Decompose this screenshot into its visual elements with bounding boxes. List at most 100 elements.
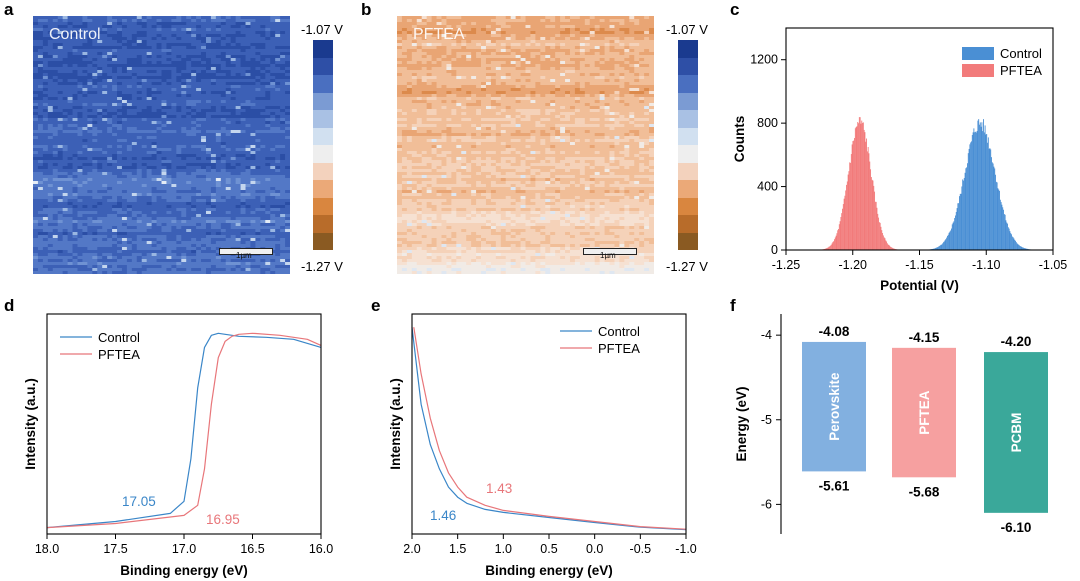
map-pixel (644, 262, 654, 266)
map-pixel (446, 238, 452, 242)
map-pixel (191, 172, 232, 176)
map-pixel (270, 82, 276, 86)
map-pixel (397, 262, 408, 266)
map-pixel (285, 70, 290, 74)
map-pixel (141, 82, 153, 86)
map-pixel (535, 82, 541, 86)
map-pixel (441, 55, 448, 59)
map-pixel (265, 121, 271, 125)
map-pixel (416, 151, 423, 155)
map-pixel (515, 190, 527, 194)
histogram-bar (951, 228, 952, 250)
map-pixel (146, 166, 158, 170)
map-pixel (520, 232, 541, 236)
map-pixel (634, 94, 654, 98)
map-pixel (604, 109, 611, 113)
map-pixel (446, 157, 452, 161)
map-pixel (52, 151, 59, 155)
map-pixel (191, 76, 197, 80)
map-pixel (411, 55, 423, 59)
map-pixel (37, 64, 44, 68)
map-pixel (426, 28, 438, 32)
map-pixel (634, 124, 645, 128)
map-pixel (255, 229, 261, 233)
map-pixel (245, 130, 257, 134)
map-pixel (515, 16, 522, 20)
map-pixel (210, 100, 222, 104)
map-pixel (166, 79, 177, 83)
map-pixel (416, 262, 448, 266)
map-pixel (186, 106, 192, 110)
map-pixel (629, 256, 635, 260)
map-pixel (37, 55, 44, 59)
map-pixel (530, 166, 556, 170)
map-pixel (535, 37, 541, 41)
map-pixel (47, 247, 74, 251)
histogram-bar (965, 168, 967, 250)
map-pixel (555, 160, 561, 164)
map-pixel (117, 121, 123, 125)
annotation-label: 17.05 (122, 494, 156, 509)
map-pixel (500, 229, 507, 233)
map-pixel (530, 262, 536, 266)
map-pixel (619, 199, 640, 203)
map-pixel (505, 229, 512, 233)
map-pixel (545, 130, 556, 134)
map-pixel (609, 118, 616, 122)
map-pixel (436, 217, 443, 221)
x-tick-label: 1.0 (495, 542, 512, 556)
map-pixel (255, 79, 261, 83)
histogram-bar (893, 248, 895, 250)
map-pixel (510, 88, 522, 92)
colorbar-swatch (678, 75, 698, 93)
histogram-bar (842, 208, 843, 250)
map-pixel (33, 49, 39, 53)
map-pixel (141, 172, 148, 176)
map-pixel (42, 34, 54, 38)
map-pixel (67, 175, 74, 179)
map-pixel (186, 166, 202, 170)
map-pixel (397, 133, 403, 137)
map-pixel (451, 160, 457, 164)
histogram-bar (864, 132, 866, 250)
map-pixel (397, 223, 408, 227)
map-pixel (629, 112, 635, 116)
map-pixel (456, 103, 462, 107)
map-pixel (126, 241, 133, 245)
map-pixel (186, 55, 207, 59)
map-pixel (401, 52, 413, 56)
map-pixel (275, 253, 281, 257)
map-pixel (275, 160, 281, 164)
map-pixel (47, 31, 54, 35)
map-pixel (624, 196, 630, 200)
map-pixel (151, 88, 158, 92)
map-pixel (584, 52, 596, 56)
map-pixel (117, 31, 123, 35)
map-pixel (82, 103, 88, 107)
histogram-bar (952, 222, 954, 250)
map-pixel (181, 262, 227, 266)
map-pixel (565, 28, 571, 32)
map-pixel (604, 91, 616, 95)
map-pixel (535, 130, 541, 134)
map-pixel (594, 133, 606, 137)
map-pixel (97, 253, 103, 257)
map-pixel (275, 271, 290, 274)
map-pixel (619, 22, 625, 26)
map-pixel (240, 58, 247, 62)
map-pixel (131, 253, 143, 257)
map-pixel (166, 100, 187, 104)
map-pixel (131, 214, 138, 218)
histogram-bar (964, 172, 966, 250)
map-pixel (594, 241, 621, 245)
map-pixel (510, 187, 517, 191)
map-pixel (397, 52, 403, 56)
map-pixel (574, 121, 586, 125)
map-pixel (121, 34, 133, 38)
scale-bar-label: 1µm (236, 251, 252, 260)
map-pixel (186, 115, 192, 119)
map-pixel (52, 184, 79, 188)
map-pixel (196, 238, 202, 242)
map-pixel (107, 199, 118, 203)
map-pixel (240, 61, 261, 65)
